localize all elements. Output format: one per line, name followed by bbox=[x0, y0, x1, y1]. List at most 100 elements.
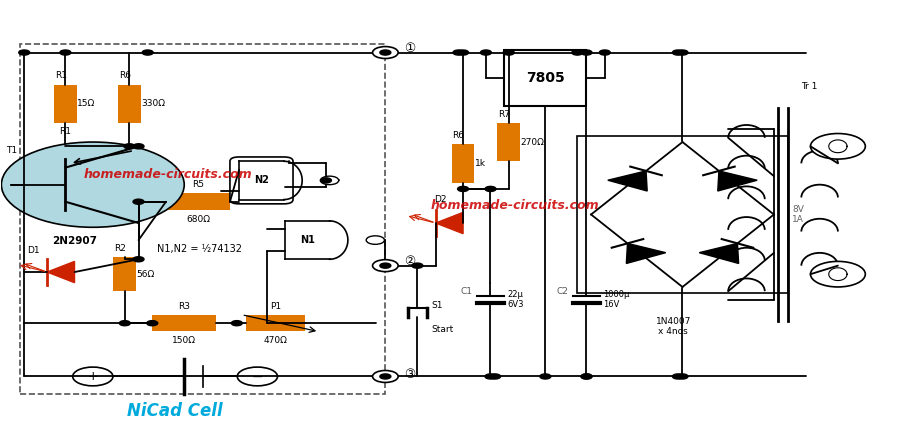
Circle shape bbox=[581, 50, 592, 55]
Bar bbox=[114, 257, 137, 291]
Text: R1: R1 bbox=[60, 127, 72, 136]
Circle shape bbox=[540, 374, 551, 379]
Text: C2: C2 bbox=[557, 287, 569, 296]
Bar bbox=[118, 85, 141, 123]
Polygon shape bbox=[700, 243, 738, 263]
Circle shape bbox=[238, 367, 278, 386]
Text: R3: R3 bbox=[178, 302, 190, 311]
Circle shape bbox=[380, 263, 391, 268]
Text: NiCad Cell: NiCad Cell bbox=[127, 402, 223, 420]
Circle shape bbox=[412, 263, 423, 268]
Circle shape bbox=[119, 320, 130, 326]
Text: −: − bbox=[251, 369, 263, 384]
Text: homemade-circuits.com: homemade-circuits.com bbox=[431, 199, 600, 212]
Text: 1000µ
16V: 1000µ 16V bbox=[603, 290, 629, 309]
Text: R7: R7 bbox=[498, 109, 510, 118]
Text: N1: N1 bbox=[300, 235, 315, 245]
FancyBboxPatch shape bbox=[230, 157, 293, 204]
Text: ①: ① bbox=[403, 42, 414, 55]
Circle shape bbox=[2, 142, 184, 227]
Text: Tr 1: Tr 1 bbox=[801, 82, 818, 91]
Bar bbox=[497, 123, 520, 161]
Polygon shape bbox=[718, 171, 757, 191]
Circle shape bbox=[485, 374, 496, 379]
Polygon shape bbox=[626, 243, 666, 263]
Circle shape bbox=[366, 236, 384, 245]
Text: T1: T1 bbox=[6, 146, 17, 155]
Circle shape bbox=[142, 50, 153, 55]
Circle shape bbox=[320, 176, 338, 184]
Circle shape bbox=[581, 374, 592, 379]
Circle shape bbox=[380, 374, 391, 379]
Text: 1k: 1k bbox=[475, 159, 486, 168]
Text: R6: R6 bbox=[452, 131, 465, 140]
Circle shape bbox=[453, 50, 464, 55]
Circle shape bbox=[231, 320, 242, 326]
Text: 470Ω: 470Ω bbox=[264, 335, 288, 344]
Circle shape bbox=[600, 50, 610, 55]
Text: D2: D2 bbox=[434, 195, 447, 204]
Text: 270Ω: 270Ω bbox=[521, 138, 545, 147]
Circle shape bbox=[124, 144, 135, 149]
Circle shape bbox=[677, 374, 688, 379]
Text: 22µ
6V3: 22µ 6V3 bbox=[507, 290, 524, 309]
Circle shape bbox=[581, 374, 592, 379]
Text: C1: C1 bbox=[460, 287, 472, 296]
Text: 7805: 7805 bbox=[526, 71, 565, 85]
Circle shape bbox=[672, 50, 683, 55]
Text: R5: R5 bbox=[192, 180, 204, 189]
Text: P1: P1 bbox=[271, 302, 282, 311]
Text: ③: ③ bbox=[403, 368, 414, 381]
Text: 8V
1A: 8V 1A bbox=[792, 205, 804, 224]
Text: 56Ω: 56Ω bbox=[137, 270, 155, 279]
Circle shape bbox=[672, 374, 683, 379]
Circle shape bbox=[503, 50, 514, 55]
Circle shape bbox=[677, 50, 688, 55]
Text: 2N2907: 2N2907 bbox=[51, 236, 96, 246]
Text: R1: R1 bbox=[55, 71, 67, 80]
Text: 15Ω: 15Ω bbox=[77, 99, 95, 108]
Text: N1,N2 = ½74132: N1,N2 = ½74132 bbox=[157, 244, 242, 254]
Circle shape bbox=[380, 50, 391, 55]
Circle shape bbox=[458, 50, 469, 55]
Circle shape bbox=[372, 371, 398, 382]
Bar bbox=[504, 50, 587, 106]
Text: S1: S1 bbox=[431, 302, 443, 311]
Circle shape bbox=[133, 257, 144, 262]
Text: R2: R2 bbox=[115, 244, 127, 253]
Circle shape bbox=[811, 261, 866, 287]
Circle shape bbox=[72, 367, 113, 386]
Bar bbox=[246, 315, 305, 331]
Text: R6: R6 bbox=[119, 71, 131, 80]
Polygon shape bbox=[608, 171, 647, 191]
Text: N2: N2 bbox=[254, 175, 269, 185]
Circle shape bbox=[18, 50, 29, 55]
Text: 680Ω: 680Ω bbox=[186, 214, 210, 224]
Circle shape bbox=[320, 178, 331, 183]
Circle shape bbox=[572, 50, 583, 55]
Text: +: + bbox=[87, 370, 98, 383]
Circle shape bbox=[811, 133, 866, 159]
Polygon shape bbox=[436, 212, 463, 234]
Circle shape bbox=[490, 374, 501, 379]
Text: ②: ② bbox=[403, 255, 414, 268]
Text: 330Ω: 330Ω bbox=[141, 99, 165, 108]
Circle shape bbox=[372, 47, 398, 58]
Bar bbox=[578, 136, 788, 293]
Text: homemade-circuits.com: homemade-circuits.com bbox=[83, 167, 252, 181]
Bar bbox=[54, 85, 77, 123]
Circle shape bbox=[147, 320, 158, 326]
Circle shape bbox=[485, 186, 496, 191]
Text: 1N4007
x 4nos: 1N4007 x 4nos bbox=[656, 317, 691, 336]
Bar bbox=[452, 144, 474, 182]
Circle shape bbox=[481, 50, 492, 55]
Text: Start: Start bbox=[431, 325, 453, 334]
Circle shape bbox=[133, 144, 144, 149]
Polygon shape bbox=[47, 261, 74, 283]
Text: D1: D1 bbox=[28, 246, 39, 255]
Circle shape bbox=[458, 186, 469, 191]
Bar bbox=[152, 315, 216, 331]
Bar bbox=[166, 193, 230, 210]
Text: 150Ω: 150Ω bbox=[172, 335, 196, 344]
Circle shape bbox=[133, 199, 144, 204]
